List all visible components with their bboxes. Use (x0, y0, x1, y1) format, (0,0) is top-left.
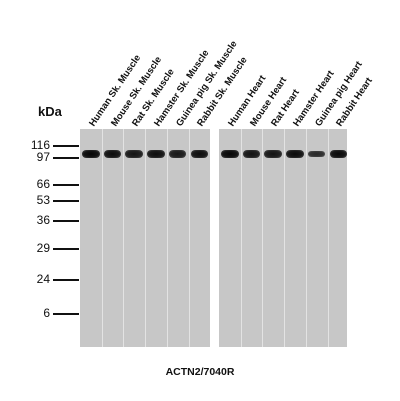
marker-label-29: 29 (36, 241, 50, 255)
band-rabbit-sk-muscle (190, 150, 209, 158)
lane-separator (327, 129, 329, 347)
band-rat-sk-muscle (125, 150, 144, 158)
blot-panel-heart (219, 129, 348, 347)
band-guinea-pig-heart (307, 150, 326, 158)
marker-tick-53 (53, 200, 79, 202)
lane-separator (101, 129, 103, 347)
unit-label: kDa (38, 104, 62, 119)
marker-tick-66 (53, 184, 79, 186)
band-mouse-sk-muscle (103, 150, 122, 158)
band-human-sk-muscle (82, 149, 100, 158)
band-rabbit-heart (329, 150, 348, 158)
marker-label-66: 66 (36, 177, 50, 191)
lane-separator (166, 129, 168, 347)
band-hamster-sk-muscle (147, 150, 165, 158)
marker-tick-97 (53, 157, 79, 159)
band-guinea-pig-sk-muscle (168, 150, 187, 158)
blot-panel-skeletal-muscle (80, 129, 210, 347)
band-human-heart (221, 149, 239, 158)
lane-separator (188, 129, 190, 347)
marker-tick-116 (53, 145, 79, 147)
band-mouse-heart (242, 150, 261, 158)
lane-separator (305, 129, 307, 347)
lane-separator (240, 129, 242, 347)
marker-tick-24 (53, 279, 79, 281)
antibody-label: ACTN2/7040R (165, 366, 235, 378)
marker-label-36: 36 (36, 213, 50, 227)
band-rat-heart (264, 150, 283, 158)
lane-separator (284, 129, 286, 347)
lane-separator (262, 129, 264, 347)
marker-label-116: 116 (30, 138, 50, 152)
marker-label-24: 24 (36, 272, 50, 286)
marker-label-97: 97 (36, 150, 50, 164)
lane-separator (123, 129, 125, 347)
marker-tick-29 (53, 248, 79, 250)
marker-tick-36 (53, 220, 79, 222)
marker-label-6: 6 (43, 306, 50, 320)
marker-tick-6 (53, 313, 79, 315)
marker-label-53: 53 (36, 193, 50, 207)
band-hamster-heart (286, 150, 304, 158)
lane-separator (145, 129, 147, 347)
